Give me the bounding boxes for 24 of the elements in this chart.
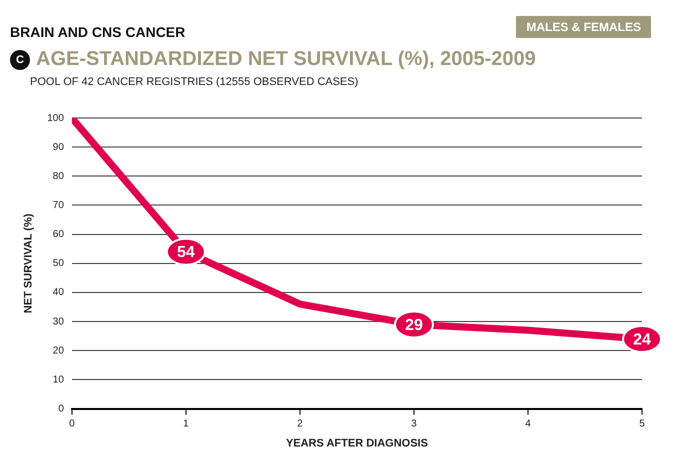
y-tick-label: 100 bbox=[47, 112, 64, 124]
x-tick-label: 1 bbox=[183, 418, 190, 430]
chart-subtitle: POOL OF 42 CANCER REGISTRIES (12555 OBSERVED CASES) bbox=[30, 76, 358, 88]
x-tick-label: 5 bbox=[639, 418, 646, 430]
y-tick-label: 0 bbox=[58, 404, 64, 415]
y-axis-title: NET SURVIVAL (%) bbox=[22, 213, 35, 314]
y-tick-label: 70 bbox=[52, 200, 64, 211]
y-tick-label: 20 bbox=[52, 345, 64, 356]
x-tick-label: 3 bbox=[411, 418, 418, 430]
y-tick-label: 60 bbox=[52, 229, 64, 240]
chart-title: AGE-STANDARDIZED NET SURVIVAL (%), 2005-2009 bbox=[36, 48, 536, 71]
y-tick-label: 90 bbox=[52, 142, 64, 153]
x-axis-title: YEARS AFTER DIAGNOSIS bbox=[286, 437, 428, 450]
text: C bbox=[10, 50, 30, 70]
y-tick-label: 10 bbox=[52, 374, 64, 386]
text: BRAIN AND CNS CANCER bbox=[10, 24, 186, 40]
y-tick-label: 80 bbox=[52, 170, 64, 182]
x-tick-label: 2 bbox=[297, 418, 304, 430]
x-tick-label: 0 bbox=[69, 418, 76, 430]
y-tick-label: 40 bbox=[52, 287, 64, 298]
text: MALES & FEMALES bbox=[516, 16, 651, 38]
y-tick-label: 30 bbox=[52, 316, 64, 328]
x-tick-label: 4 bbox=[525, 418, 532, 430]
y-tick-label: 50 bbox=[52, 258, 64, 270]
